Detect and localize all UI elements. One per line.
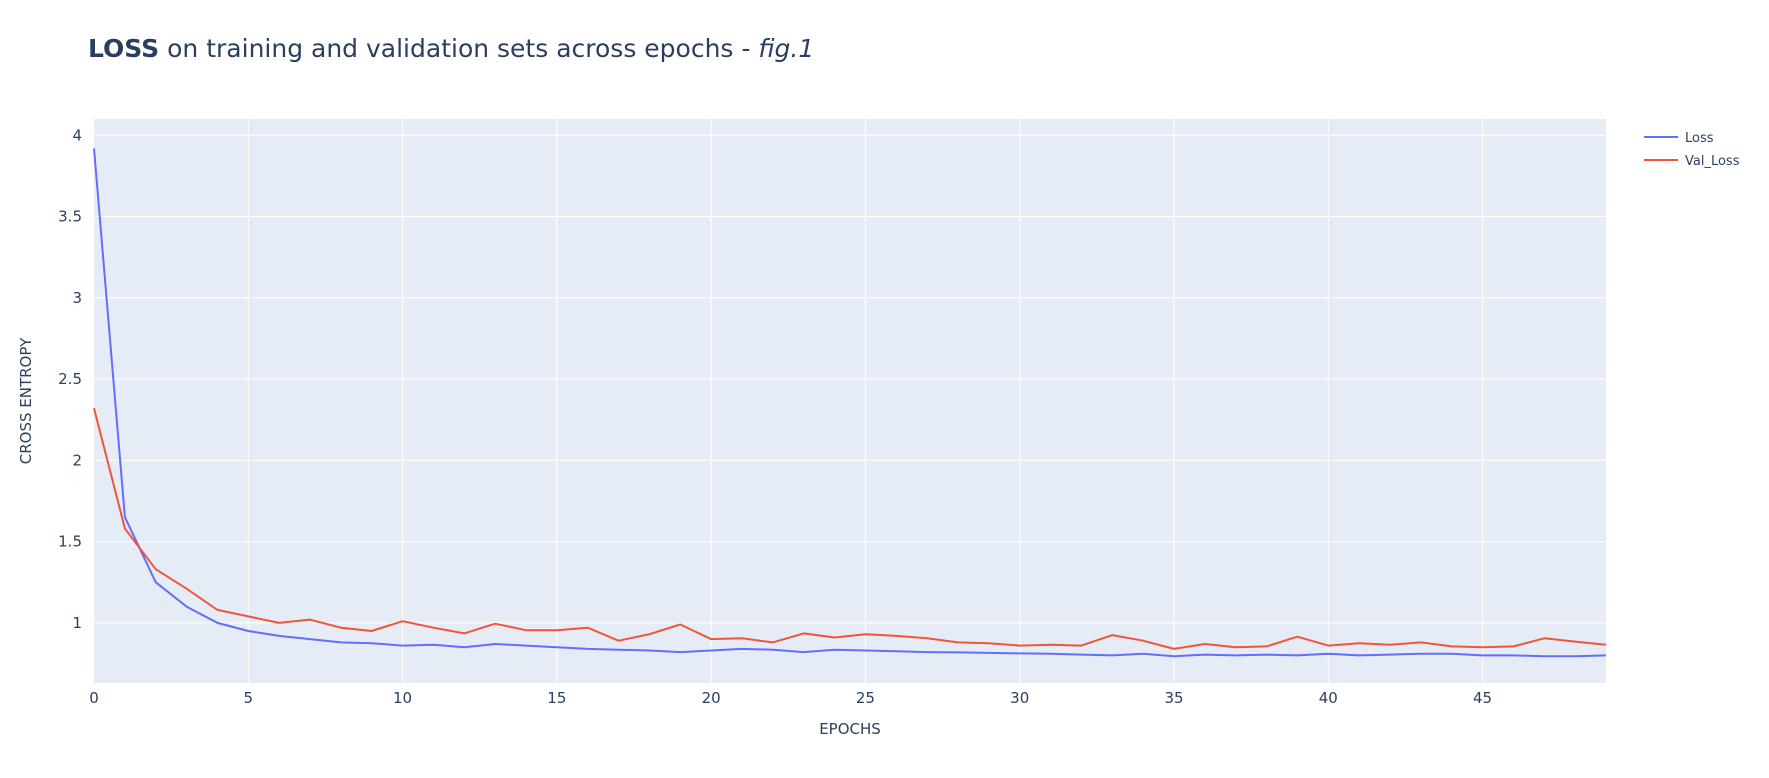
y-tick-label: 4 <box>72 126 82 144</box>
x-tick-label: 15 <box>547 689 566 707</box>
x-tick-label: 30 <box>1010 689 1029 707</box>
x-gridlines <box>247 119 1484 683</box>
legend[interactable]: Loss Val_Loss <box>1644 131 1740 169</box>
y-tick-label: 2 <box>72 451 82 469</box>
series-line-val-loss <box>93 408 1607 650</box>
y-tick-label: 3 <box>72 289 82 307</box>
x-tick-label: 35 <box>1164 689 1183 707</box>
y-axis-title: CROSS ENTROPY <box>17 337 35 464</box>
x-tick-label: 10 <box>393 689 412 707</box>
x-tick-labels: 0 5 10 15 20 25 30 35 40 45 <box>89 689 1492 707</box>
legend-item-val-loss[interactable]: Val_Loss <box>1644 154 1740 169</box>
y-tick-label: 1.5 <box>58 533 82 551</box>
x-tick-label: 25 <box>856 689 875 707</box>
chart-title-text: on training and validation sets across e… <box>159 34 759 63</box>
y-gridlines <box>94 134 1606 624</box>
series-line-loss <box>93 148 1607 658</box>
legend-label: Val_Loss <box>1685 154 1740 169</box>
y-tick-label: 2.5 <box>58 370 82 388</box>
x-axis-title: EPOCHS <box>819 720 881 738</box>
x-tick-label: 45 <box>1473 689 1492 707</box>
chart-title-italic: fig.1 <box>758 34 815 63</box>
legend-item-loss[interactable]: Loss <box>1644 131 1714 146</box>
x-tick-label: 0 <box>89 689 99 707</box>
x-tick-label: 20 <box>702 689 721 707</box>
legend-label: Loss <box>1685 131 1714 146</box>
chart-title: LOSS on training and validation sets acr… <box>88 34 814 63</box>
series-layer <box>93 148 1607 658</box>
plot-area <box>94 119 1606 683</box>
x-tick-label: 40 <box>1319 689 1338 707</box>
chart-title-bold: LOSS <box>88 34 160 63</box>
y-tick-label: 3.5 <box>58 208 82 226</box>
y-tick-label: 1 <box>72 614 82 632</box>
x-tick-label: 5 <box>244 689 254 707</box>
y-tick-labels: 1 1.5 2 2.5 3 3.5 4 <box>58 126 82 632</box>
